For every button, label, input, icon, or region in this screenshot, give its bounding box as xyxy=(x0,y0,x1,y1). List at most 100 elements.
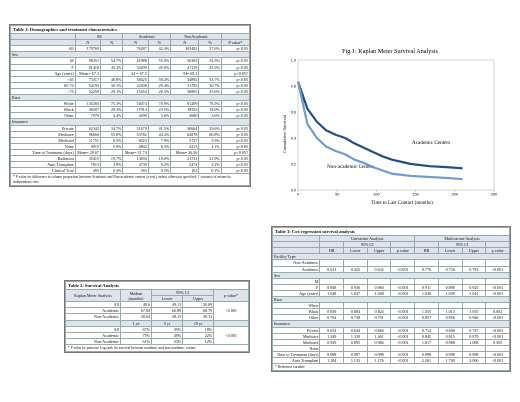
table3-cell: 1.700 xyxy=(437,356,463,365)
table1-cell: Mean= 31.74 xyxy=(122,148,149,156)
x-tick-label: 250 xyxy=(491,193,497,197)
table3-multivariate-head: Multivariate Analysis xyxy=(414,235,510,243)
table1-row: White 135283 75.3% 54074 70.9% 81209 78.5% p<0.… xyxy=(10,100,251,108)
table3-row: Auto Transplant 1.184 1.133 1.176 <0.001 2.26… xyxy=(271,356,510,365)
x-tick-label: 200 xyxy=(452,193,458,197)
figure-title: Fig 1: Kaplan Meier Survival Analysis xyxy=(342,48,438,55)
table1-cell: 34.7% xyxy=(99,124,124,132)
label-academic-centers: Academic Centers xyxy=(412,140,450,146)
table3-cell: 0.839 xyxy=(319,308,345,316)
table1-subhead-1: % xyxy=(99,39,124,47)
table3-cell: 0.776 xyxy=(414,265,439,273)
table1-cell: 75.3% xyxy=(99,100,124,108)
table3-cell: <0.001 xyxy=(390,265,416,273)
table3-cell: 0.425 xyxy=(343,265,368,273)
table1-cell: 29.1% xyxy=(99,87,124,96)
table1-subhead-6: P value* xyxy=(220,39,251,47)
x-axis-label: Time to Last Contact (months) xyxy=(371,201,433,206)
table3-cell: 0.824 xyxy=(366,308,392,316)
table3-cell: <0.001 xyxy=(390,326,416,334)
table3-row-label: Time to Treatment (days) xyxy=(271,350,321,358)
table3-cell: <0.001 xyxy=(390,314,416,322)
table3-cell: 0.684 xyxy=(366,326,392,334)
table3-cell: <0.001 xyxy=(485,283,510,291)
table3-subheader: HR Lower Upper p value HR Lower Upper p value xyxy=(271,247,510,255)
table1-cell: 41.5% xyxy=(147,124,172,132)
table3-cell: 1.048 xyxy=(366,289,392,298)
table2-head-upper: Upper xyxy=(182,295,215,303)
table3-cell: 0.756 xyxy=(437,265,463,273)
series-academic-line xyxy=(296,81,463,170)
table3-row: Academic 0.613 0.425 0.632 <0.001 0.776 0.756 0… xyxy=(271,265,510,273)
table1-cell: 45.0% xyxy=(147,63,172,71)
table3-cell: 0.998 xyxy=(414,350,439,358)
table1-cell: 53.8% xyxy=(99,130,124,138)
plot-frame xyxy=(297,59,495,191)
y-tick-label: 0.6 xyxy=(291,111,296,115)
table3-footnote: * Reference variable xyxy=(272,363,510,372)
x-tick-label: 50 xyxy=(335,193,339,197)
table3-cell: 0.714 xyxy=(414,326,439,334)
table1-cell: 55.0% xyxy=(147,57,172,65)
table3-cell: 0.884 xyxy=(343,308,368,316)
table2-year-head: 10 yr xyxy=(182,319,215,327)
table1-cell: 20.3% xyxy=(99,106,124,114)
table3-cell: <0.001 xyxy=(485,326,510,334)
table1-cell: 57.6% xyxy=(198,45,222,53)
y-tick-label: 0.2 xyxy=(291,163,296,167)
table3-row: Black 0.839 0.884 0.824 <0.001 1.035 1.013 1.05… xyxy=(271,308,510,316)
table3-cell: <0.001 xyxy=(485,350,510,358)
table1-cell: 29.4% xyxy=(147,81,172,89)
table3-cell: 0.998 xyxy=(437,350,463,358)
y-tick-label: 0.0 xyxy=(291,189,296,193)
table3-caption: Table 3: Cox regression survival analysi… xyxy=(272,226,510,237)
table3-cell: 0.948 xyxy=(319,283,345,291)
table1-cell: 50.4% xyxy=(147,75,172,83)
table3-cell: <0.001 xyxy=(390,350,416,358)
table1-cell: 23.5% xyxy=(147,106,172,114)
km-figure: Fig 1: Kaplan Meier Survival Analysis Cu… xyxy=(272,44,509,208)
table1-cell: 78.5% xyxy=(198,100,222,108)
table3-cell: <0.001 xyxy=(485,356,510,365)
table1-subhead-3: % xyxy=(147,39,172,47)
table3-cell: <0.001 xyxy=(390,356,416,365)
table3-cell: <0.001 xyxy=(390,283,416,291)
table1-row: >75 52259 29.1% 15454 20.3% 36805 35.6% p<0.05 xyxy=(10,87,251,96)
table1-row: Clinical Trial 495 0.3% 393 0.5% 102 0.1% p<0.0… xyxy=(10,167,251,175)
table1-cell: Mean= 67.3 xyxy=(74,69,101,77)
table3-row: Medicaid 0.929 0.895 0.966 <0.001 1.017 0.968 1… xyxy=(271,338,510,346)
table1-cell: 45.3% xyxy=(99,63,124,71)
x-tick-label: 0 xyxy=(297,193,299,197)
table1-cell: 35.6% xyxy=(198,87,222,96)
table3-cell: 0.505 xyxy=(485,338,510,346)
table1-cell: 19.7% xyxy=(99,154,124,163)
table3-cell: 1.040 xyxy=(414,289,439,298)
table3-cell: <0.001 xyxy=(485,289,510,298)
table3-cell: 1.013 xyxy=(437,308,463,316)
table3-cell: 0.002 xyxy=(485,308,510,316)
table3-cell: 0.815 xyxy=(437,332,463,340)
table1-row: M 98351 54.7% 41988 55.0% 56363 54.5% p<0.05 xyxy=(10,57,251,65)
table3-cell: <0.001 xyxy=(485,314,510,322)
table3-note-row: * Reference variable xyxy=(272,363,510,372)
table3-cell: 0.791 xyxy=(366,314,392,322)
table3-caption-row: Table 3: Cox regression survival analysi… xyxy=(272,226,510,237)
table1-cell: 29.6% xyxy=(198,124,222,132)
table3-cell: 1.461 xyxy=(366,332,392,340)
table3-cell: 1.349 xyxy=(319,332,345,340)
table3-cell: 0.896 xyxy=(437,283,463,291)
table3-row: Other 0.764 0.738 0.791 <0.001 0.857 0.856 0.94… xyxy=(271,314,510,322)
table2-header-1: Kaplan Meier Analysis Median (months) 95% … xyxy=(65,289,249,303)
table3-cell: 1.035 xyxy=(414,308,439,316)
table3-cell: 1.039 xyxy=(437,289,463,298)
table1-group-1: Academic xyxy=(122,33,172,41)
table1-cell: 45.5% xyxy=(198,63,222,71)
table3-cell: 0.895 xyxy=(343,338,368,346)
table3-cell: 0.644 xyxy=(343,326,368,334)
table2-header-2: Lower Upper xyxy=(66,295,249,303)
table3: Table 3: Cox regression survival analysi… xyxy=(271,226,510,372)
table1-cell: 40.8% xyxy=(99,75,124,83)
table3-panel: Table 3: Cox regression survival analysi… xyxy=(271,226,511,373)
table1-cell: Mean= 26.56 xyxy=(170,148,200,156)
table3-row: Age (years) 1.048 1.047 1.048 <0.001 1.040 1.0… xyxy=(271,289,510,298)
